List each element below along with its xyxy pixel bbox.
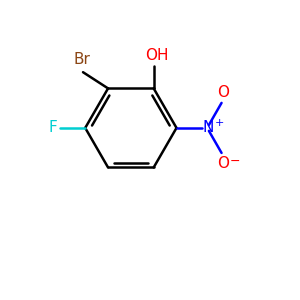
Text: −: − (230, 155, 240, 168)
Text: O: O (217, 85, 229, 100)
Text: F: F (49, 120, 57, 135)
Text: OH: OH (145, 48, 168, 63)
Text: +: + (215, 118, 224, 128)
Text: Br: Br (73, 52, 90, 67)
Text: O: O (217, 156, 229, 171)
Text: N: N (203, 120, 214, 135)
